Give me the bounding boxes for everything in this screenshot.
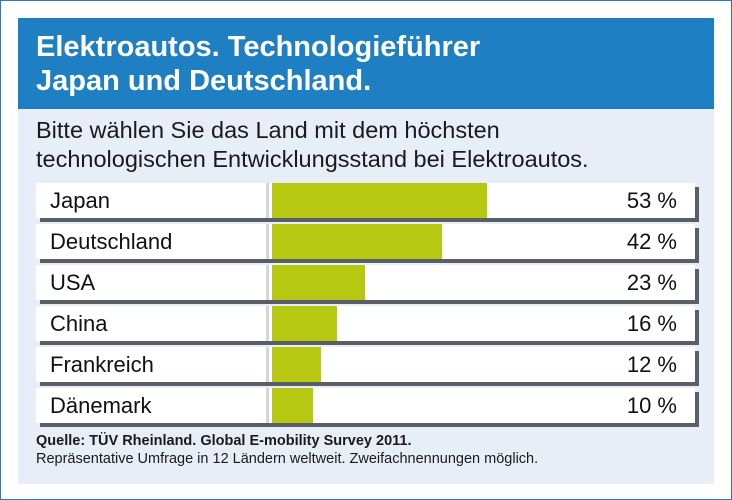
source-note: Quelle: TÜV Rheinland. Global E-mobility… (36, 432, 706, 468)
bar (272, 224, 442, 259)
label-divider (266, 224, 269, 259)
value-label: 16 % (626, 311, 677, 336)
bar-chart: Japan 53 % Deutschland 42 % USA 23 % China 16 %… (36, 183, 706, 429)
row-background: Japan 53 % (36, 183, 695, 218)
category-label: Frankreich (50, 352, 154, 377)
title-line-1: Elektroautos. Technologieführer (36, 31, 481, 63)
label-divider (266, 183, 269, 218)
label-divider (266, 347, 269, 382)
bar-row: China 16 % (36, 306, 699, 345)
category-label: China (50, 311, 108, 336)
question-line-2: technologischen Entwicklungsstand bei El… (36, 146, 589, 172)
row-background: China 16 % (36, 306, 695, 341)
methodology-line: Repräsentative Umfrage in 12 Ländern wel… (36, 451, 539, 467)
bar-row: USA 23 % (36, 265, 699, 304)
title-banner: Elektroautos. Technologieführer Japan un… (18, 18, 714, 109)
question-line-1: Bitte wählen Sie das Land mit dem höchst… (36, 117, 500, 143)
label-divider (266, 306, 269, 341)
bar (272, 306, 337, 341)
category-label: Deutschland (50, 229, 173, 254)
bar-row: Japan 53 % (36, 183, 699, 222)
bar-row: Dänemark 10 % (36, 388, 699, 427)
bar-row: Frankreich 12 % (36, 347, 699, 386)
chart-title: Elektroautos. Technologieführer Japan un… (36, 30, 696, 98)
row-background: Frankreich 12 % (36, 347, 695, 382)
category-label: USA (50, 270, 96, 295)
bar (272, 183, 487, 218)
bar (272, 265, 365, 300)
bar (272, 347, 321, 382)
category-label: Japan (50, 188, 110, 213)
bar (272, 388, 313, 423)
label-divider (266, 265, 269, 300)
title-line-2: Japan und Deutschland. (36, 65, 372, 97)
category-label: Dänemark (50, 393, 152, 418)
row-background: USA 23 % (36, 265, 695, 300)
survey-question: Bitte wählen Sie das Land mit dem höchst… (36, 116, 706, 174)
value-label: 53 % (626, 188, 677, 213)
infographic-panel: Elektroautos. Technologieführer Japan un… (18, 18, 714, 484)
value-label: 23 % (626, 270, 677, 295)
row-background: Dänemark 10 % (36, 388, 695, 423)
source-line: Quelle: TÜV Rheinland. Global E-mobility… (36, 433, 412, 449)
row-background: Deutschland 42 % (36, 224, 695, 259)
value-label: 12 % (626, 352, 677, 377)
value-label: 10 % (626, 393, 677, 418)
bar-row: Deutschland 42 % (36, 224, 699, 263)
label-divider (266, 388, 269, 423)
value-label: 42 % (626, 229, 677, 254)
